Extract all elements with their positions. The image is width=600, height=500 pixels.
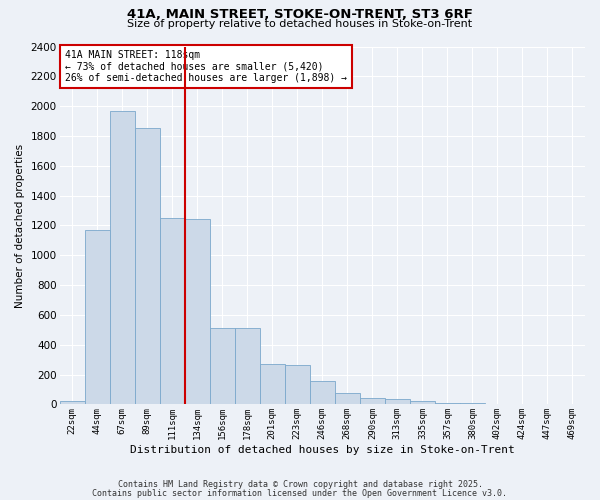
Text: 41A MAIN STREET: 118sqm
← 73% of detached houses are smaller (5,420)
26% of semi: 41A MAIN STREET: 118sqm ← 73% of detache…: [65, 50, 347, 84]
Bar: [59, 402, 85, 404]
Bar: [235, 328, 260, 404]
Bar: [160, 218, 185, 404]
Bar: [260, 364, 285, 405]
Bar: [110, 110, 134, 405]
Bar: [410, 400, 435, 404]
Text: Contains HM Land Registry data © Crown copyright and database right 2025.: Contains HM Land Registry data © Crown c…: [118, 480, 482, 489]
Bar: [435, 403, 460, 404]
Bar: [385, 398, 410, 404]
Bar: [360, 398, 385, 404]
Y-axis label: Number of detached properties: Number of detached properties: [15, 144, 25, 308]
Text: Contains public sector information licensed under the Open Government Licence v3: Contains public sector information licen…: [92, 488, 508, 498]
Bar: [85, 230, 110, 404]
Bar: [335, 393, 360, 404]
Bar: [210, 328, 235, 404]
Bar: [310, 382, 335, 404]
Text: 41A, MAIN STREET, STOKE-ON-TRENT, ST3 6RF: 41A, MAIN STREET, STOKE-ON-TRENT, ST3 6R…: [127, 8, 473, 20]
Bar: [185, 220, 210, 404]
Text: Size of property relative to detached houses in Stoke-on-Trent: Size of property relative to detached ho…: [127, 19, 473, 29]
Bar: [285, 365, 310, 405]
X-axis label: Distribution of detached houses by size in Stoke-on-Trent: Distribution of detached houses by size …: [130, 445, 515, 455]
Bar: [460, 403, 485, 404]
Bar: [134, 128, 160, 404]
